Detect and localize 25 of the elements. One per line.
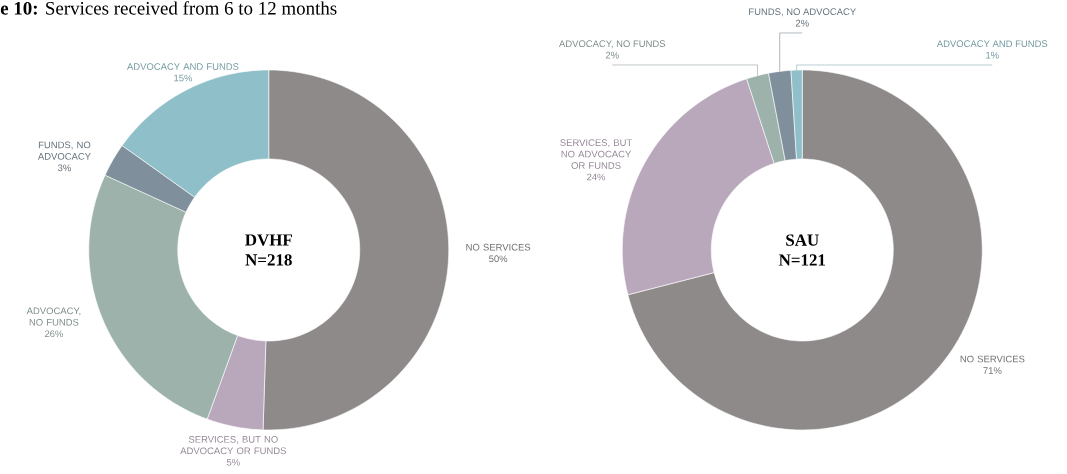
data-label: 71% <box>983 367 1002 374</box>
text: DVHF <box>245 234 292 246</box>
data-label: 50% <box>489 255 508 263</box>
text: N=218 <box>245 254 292 266</box>
slice-label: ADVOCACY, NO FUNDS <box>558 40 666 49</box>
slice-label: FUNDS, NO ADVOCACY <box>749 8 856 17</box>
slice-label: FUNDS, NO ADVOCACY <box>37 141 91 160</box>
slice-label: ADVOCACY, NO FUNDS <box>26 307 81 326</box>
text: SAU <box>786 234 819 246</box>
slice-label: SERVICES, BUT NO ADVOCACY OR FUNDS <box>560 139 633 169</box>
data-label: 24% <box>587 173 606 181</box>
slice-label: NO SERVICES <box>960 355 1025 363</box>
slice-label: ADVOCACY AND FUNDS <box>936 40 1048 48</box>
data-label: 15% <box>174 74 193 82</box>
data-label: 5% <box>226 458 240 466</box>
data-label: 3% <box>57 164 71 172</box>
data-label: 2% <box>795 19 809 27</box>
data-label: 2% <box>605 51 619 59</box>
data-label: 1% <box>986 51 999 59</box>
data-label: 26% <box>44 330 64 338</box>
text: N=121 <box>778 254 826 266</box>
slice-label: ADVOCACY AND FUNDS <box>126 63 239 70</box>
slice-label: NO SERVICES <box>466 243 531 251</box>
text: e 10: Services received from 6 to 12 months <box>0 1 337 15</box>
slice-label: SERVICES, BUT NO ADVOCACY OR FUNDS <box>180 435 286 455</box>
